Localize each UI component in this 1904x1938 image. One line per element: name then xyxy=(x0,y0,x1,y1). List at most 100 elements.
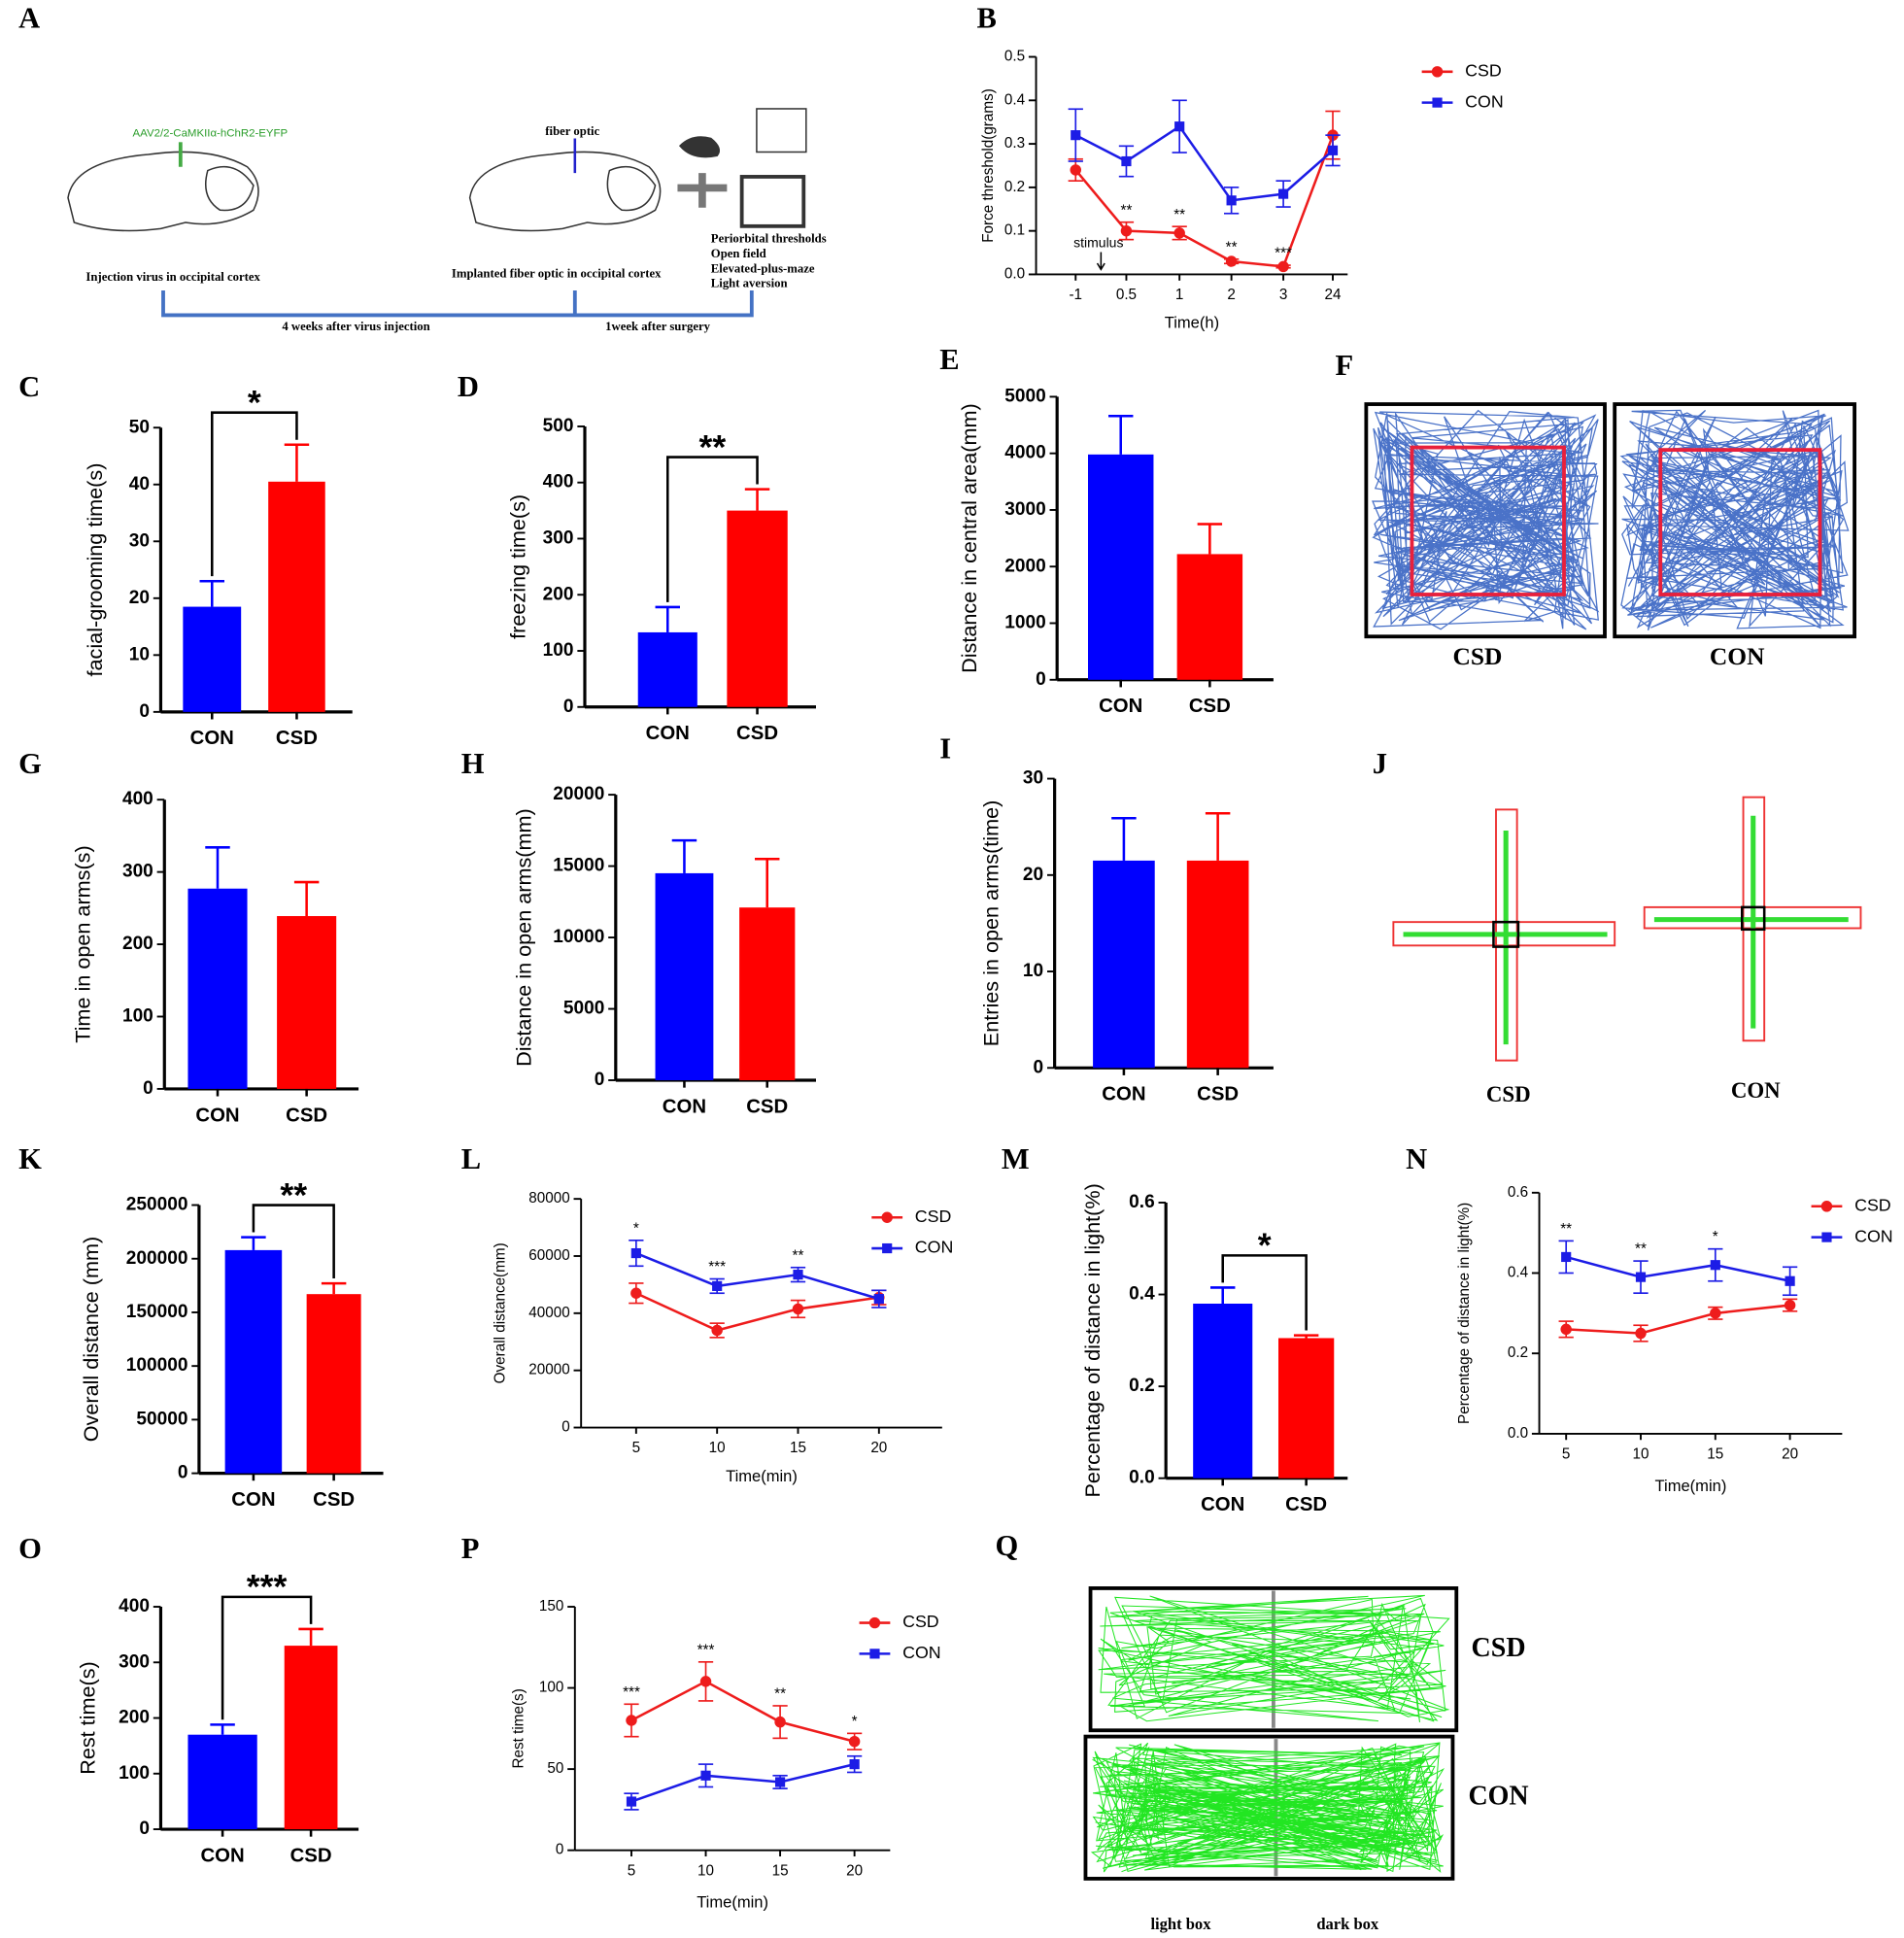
panel-label: L xyxy=(461,1142,481,1175)
y-tick-label: 0.0 xyxy=(1129,1468,1155,1488)
y-tick-label: 60000 xyxy=(528,1247,569,1264)
series-line xyxy=(1565,1255,1790,1283)
significance-bracket xyxy=(252,1204,335,1279)
group-label: CSD xyxy=(1486,1082,1531,1106)
annotation: stimulus xyxy=(1073,234,1123,250)
panel-label: I xyxy=(939,732,951,765)
point xyxy=(873,1294,884,1305)
point xyxy=(793,1270,803,1280)
x-tick-label: CON xyxy=(646,723,690,744)
y-tick-label: 0.4 xyxy=(1508,1265,1529,1281)
y-axis-title: Percentage of distance in light(%) xyxy=(1456,1203,1473,1424)
y-tick-label: 0 xyxy=(561,1419,570,1436)
step-label: Implanted fiber optic in occipital corte… xyxy=(452,266,662,280)
x-tick-label: CSD xyxy=(286,1105,327,1126)
significance-label: ** xyxy=(699,427,727,466)
y-tick-label: 20000 xyxy=(528,1362,569,1378)
y-tick-label: 50 xyxy=(129,417,150,437)
significance-label: ** xyxy=(1226,239,1238,255)
bar xyxy=(727,510,788,707)
series-line xyxy=(1074,124,1334,202)
y-axis-title: Distance in open arms(mm) xyxy=(512,808,536,1067)
y-tick-label: 150 xyxy=(539,1598,563,1615)
y-tick-label: 0 xyxy=(595,1070,605,1090)
legend-label: CON xyxy=(902,1643,941,1662)
y-tick-label: 0.2 xyxy=(1508,1344,1528,1361)
y-tick-label: 250000 xyxy=(126,1195,188,1215)
y-tick-label: 400 xyxy=(543,472,574,493)
x-axis-title: Time(min) xyxy=(697,1893,768,1912)
significance-label: ** xyxy=(1121,202,1133,219)
box xyxy=(756,108,807,153)
y-tick-label: 50000 xyxy=(136,1409,187,1429)
significance-label: *** xyxy=(623,1684,640,1701)
y-tick-label: 20 xyxy=(129,588,150,608)
significance-label: *** xyxy=(1275,246,1292,262)
y-tick-label: 200000 xyxy=(126,1248,188,1269)
brain-outline xyxy=(468,151,662,232)
y-tick-label: 200 xyxy=(543,584,574,604)
series-line xyxy=(1074,134,1335,268)
box xyxy=(739,175,806,228)
panel-label: J xyxy=(1373,747,1387,780)
x-tick-label: CSD xyxy=(313,1489,355,1511)
brain-outline xyxy=(67,151,259,232)
y-tick-label: 0 xyxy=(143,1078,153,1099)
light-dark-traces xyxy=(1083,1586,1459,1881)
trace xyxy=(1619,409,1850,631)
legend-label: CSD xyxy=(1854,1195,1891,1214)
y-tick-label: 0.1 xyxy=(1004,222,1025,239)
x-tick-label: CON xyxy=(200,1845,244,1866)
point xyxy=(774,1716,786,1728)
mouse xyxy=(678,136,721,158)
y-tick-label: 0 xyxy=(556,1842,564,1858)
y-axis-title: Overall distance (mm) xyxy=(79,1237,103,1442)
trace xyxy=(1403,831,1608,1045)
point xyxy=(630,1247,641,1259)
x-tick-label: CSD xyxy=(736,723,778,744)
y-tick-label: 100 xyxy=(543,640,574,661)
x-tick-label: 10 xyxy=(709,1440,726,1456)
x-tick-label: 15 xyxy=(1707,1446,1723,1463)
y-tick-label: 0 xyxy=(139,1819,150,1839)
legend-label: CON xyxy=(1854,1226,1893,1245)
bar xyxy=(1093,860,1155,1069)
box-label: dark box xyxy=(1316,1915,1379,1933)
center-zone xyxy=(1410,445,1566,596)
arena xyxy=(1088,1586,1459,1733)
panel-label: M xyxy=(1002,1142,1030,1175)
group-label: CSD xyxy=(1472,1633,1526,1663)
arena xyxy=(1364,402,1607,639)
significance-label: ** xyxy=(1560,1221,1572,1238)
legend-label: CSD xyxy=(902,1612,939,1631)
y-tick-label: 0 xyxy=(1036,669,1046,690)
center-zone xyxy=(1658,448,1822,596)
point xyxy=(1278,188,1289,199)
y-tick-label: 400 xyxy=(122,789,153,809)
y-tick-label: 100000 xyxy=(126,1355,188,1376)
y-axis-title: Percentage of distance in light(%) xyxy=(1080,1183,1105,1497)
x-axis-title: Time(min) xyxy=(726,1467,798,1485)
y-tick-label: 500 xyxy=(543,416,574,436)
panel-label: H xyxy=(461,747,485,780)
point xyxy=(849,1759,860,1770)
y-tick-label: 100 xyxy=(122,1006,153,1027)
point xyxy=(1561,1251,1572,1263)
y-tick-label: 20000 xyxy=(553,784,604,804)
panel-label: C xyxy=(18,370,40,403)
point xyxy=(848,1735,861,1748)
point xyxy=(1560,1323,1572,1336)
point xyxy=(1784,1299,1796,1311)
y-tick-label: 4000 xyxy=(1004,443,1045,463)
bar xyxy=(284,1646,338,1830)
x-tick-label: 15 xyxy=(790,1440,806,1456)
y-tick-label: 100 xyxy=(119,1763,150,1784)
x-tick-label: 20 xyxy=(870,1440,887,1456)
group-label: CON xyxy=(1468,1782,1528,1812)
y-tick-label: 200 xyxy=(119,1708,150,1728)
significance-label: * xyxy=(633,1220,639,1237)
y-tick-label: 100 xyxy=(539,1680,563,1696)
y-tick-label: 0.5 xyxy=(1004,49,1025,65)
point xyxy=(626,1796,637,1807)
bar xyxy=(739,907,796,1081)
